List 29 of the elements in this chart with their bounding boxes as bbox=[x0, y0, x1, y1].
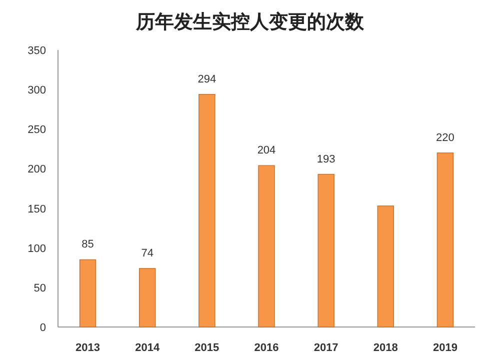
y-tick-label: 50 bbox=[34, 282, 46, 294]
x-tick-label: 2015 bbox=[194, 342, 220, 354]
bar bbox=[79, 259, 96, 328]
bar bbox=[139, 268, 156, 328]
y-tick-label: 350 bbox=[28, 45, 46, 57]
data-label: 220 bbox=[436, 132, 454, 144]
x-tick-label: 2018 bbox=[373, 342, 398, 354]
y-tick-label: 250 bbox=[28, 124, 46, 136]
bar bbox=[258, 165, 275, 328]
bar bbox=[198, 94, 216, 328]
data-label: 204 bbox=[257, 144, 276, 157]
x-tick-label: 2016 bbox=[254, 342, 279, 354]
x-tick-label: 2017 bbox=[314, 342, 338, 354]
chart-title: 历年发生实控人变更的次数 bbox=[135, 11, 365, 33]
y-tick-label: 200 bbox=[28, 164, 46, 176]
y-tick-label: 150 bbox=[28, 203, 46, 216]
bar bbox=[377, 206, 394, 328]
data-label: 294 bbox=[198, 73, 216, 86]
data-label: 85 bbox=[82, 238, 94, 251]
bar bbox=[318, 174, 334, 328]
x-tick-label: 2013 bbox=[76, 342, 100, 354]
y-tick-label: 0 bbox=[40, 322, 46, 334]
y-tick-label: 300 bbox=[28, 84, 46, 97]
y-tick-label: 100 bbox=[28, 242, 46, 255]
bar bbox=[436, 152, 454, 328]
data-label: 74 bbox=[141, 247, 154, 260]
x-tick-label: 2019 bbox=[432, 342, 458, 354]
x-tick-label: 2014 bbox=[135, 342, 160, 354]
data-label: 193 bbox=[316, 153, 336, 166]
